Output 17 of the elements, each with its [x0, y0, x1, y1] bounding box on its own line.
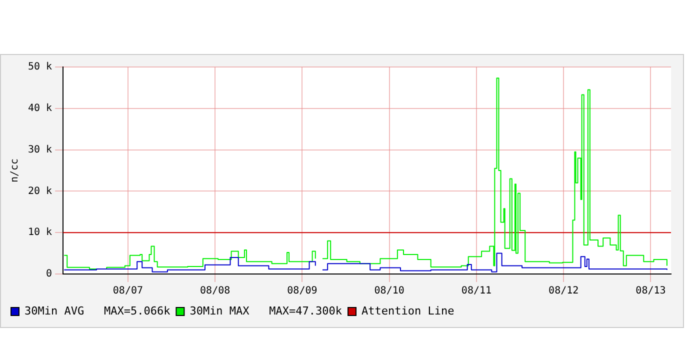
- y-tick-label: 10 k: [28, 227, 52, 238]
- x-tick-label: 08/10: [374, 286, 404, 297]
- x-tick-label: 08/13: [636, 286, 666, 297]
- y-tick-label: 40 k: [28, 102, 52, 114]
- x-tick-label: 08/12: [548, 286, 579, 297]
- x-tick-label: 08/11: [461, 286, 492, 297]
- y-tick-label: 20 k: [28, 186, 52, 197]
- x-tick-label: 08/08: [200, 286, 230, 297]
- y-tick-label: 0: [46, 268, 52, 280]
- y-axis-title: n/cc: [10, 158, 21, 183]
- y-tick-label: 50 k: [28, 62, 52, 73]
- y-tick-label: 30 k: [28, 144, 52, 156]
- x-tick-label: 08/09: [287, 286, 318, 297]
- legend-label: 30Min MAX MAX=47.300k: [190, 304, 342, 318]
- legend-label: Attention Line: [362, 304, 454, 318]
- legend-label: 30Min AVG MAX=5.066k: [24, 304, 171, 318]
- x-tick-label: 08/07: [112, 286, 143, 297]
